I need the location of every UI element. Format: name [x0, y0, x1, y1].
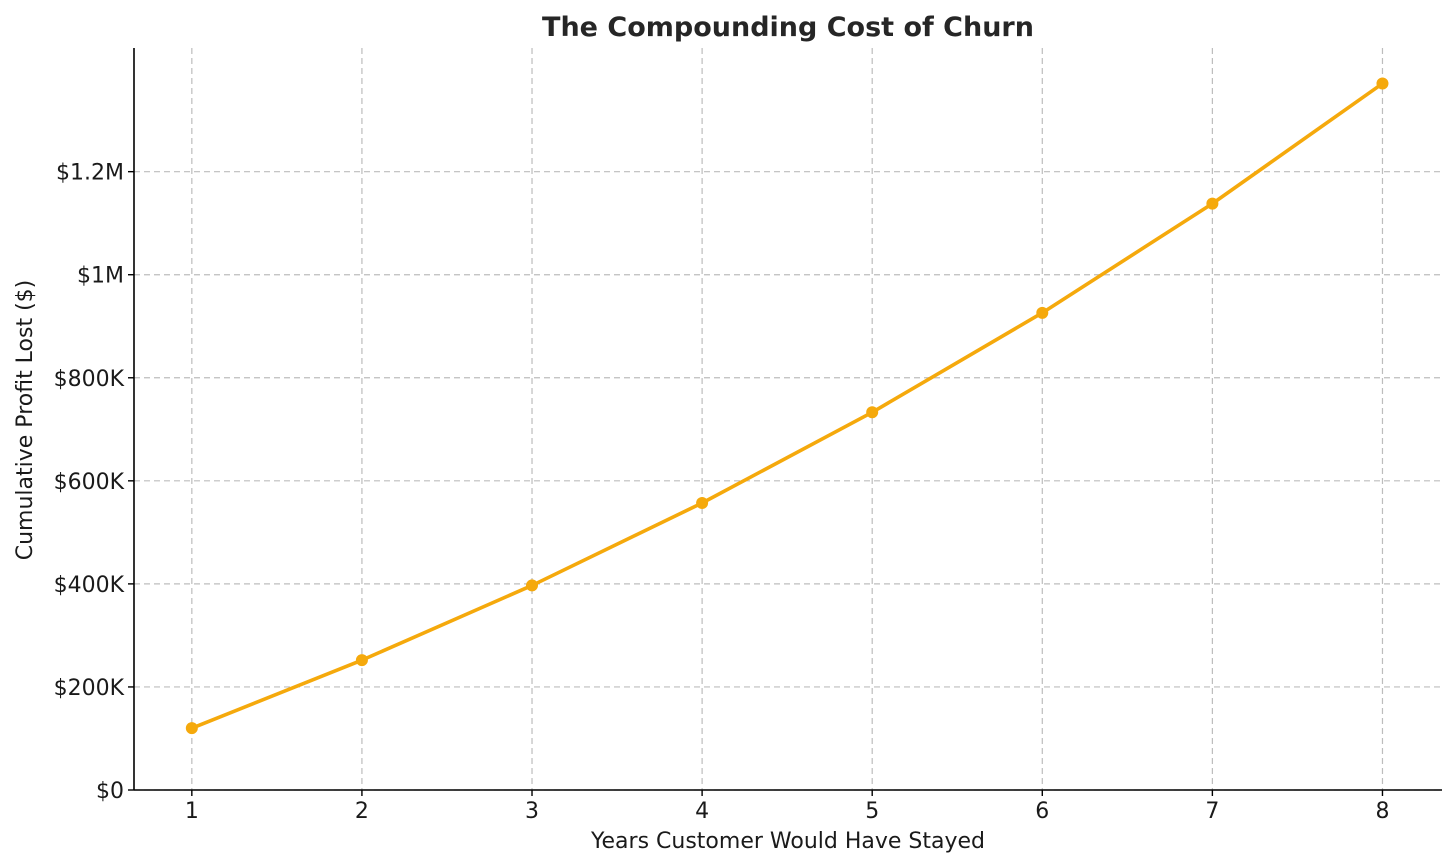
y-tick-label: $600K [54, 470, 125, 495]
y-tick-label: $0 [96, 779, 124, 804]
data-point [1036, 306, 1049, 319]
data-point [866, 406, 879, 419]
x-tick-label: 8 [1375, 799, 1389, 824]
x-tick-label: 2 [355, 799, 369, 824]
x-tick-label: 1 [185, 799, 199, 824]
x-tick-label: 5 [865, 799, 879, 824]
y-tick-label: $800K [54, 367, 125, 392]
y-tick-label: $200K [54, 676, 125, 701]
y-tick-label: $400K [54, 573, 125, 598]
grid [134, 48, 1442, 791]
x-tick-label: 3 [525, 799, 539, 824]
series-line [190, 81, 1385, 730]
x-tick-label: 7 [1205, 799, 1219, 824]
x-tick-label: 4 [695, 799, 709, 824]
axes [133, 48, 1442, 791]
ticks: 1 2 3 4 5 6 7 8 $0 $200K $400K $600K $800K $1M $1.2M [54, 161, 1390, 824]
data-point [355, 654, 368, 667]
chart-title: The Compounding Cost of Churn [542, 12, 1034, 43]
y-tick-label: $1M [77, 264, 124, 289]
series [185, 77, 1389, 735]
data-point [1376, 77, 1389, 90]
data-point [696, 496, 709, 509]
data-point [526, 579, 539, 592]
data-point [1206, 197, 1219, 210]
y-axis-label: Cumulative Profit Lost ($) [13, 280, 38, 561]
x-tick-label: 6 [1035, 799, 1049, 824]
x-axis-label: Years Customer Would Have Stayed [590, 829, 985, 854]
y-tick-label: $1.2M [56, 161, 124, 186]
data-point [185, 722, 198, 735]
